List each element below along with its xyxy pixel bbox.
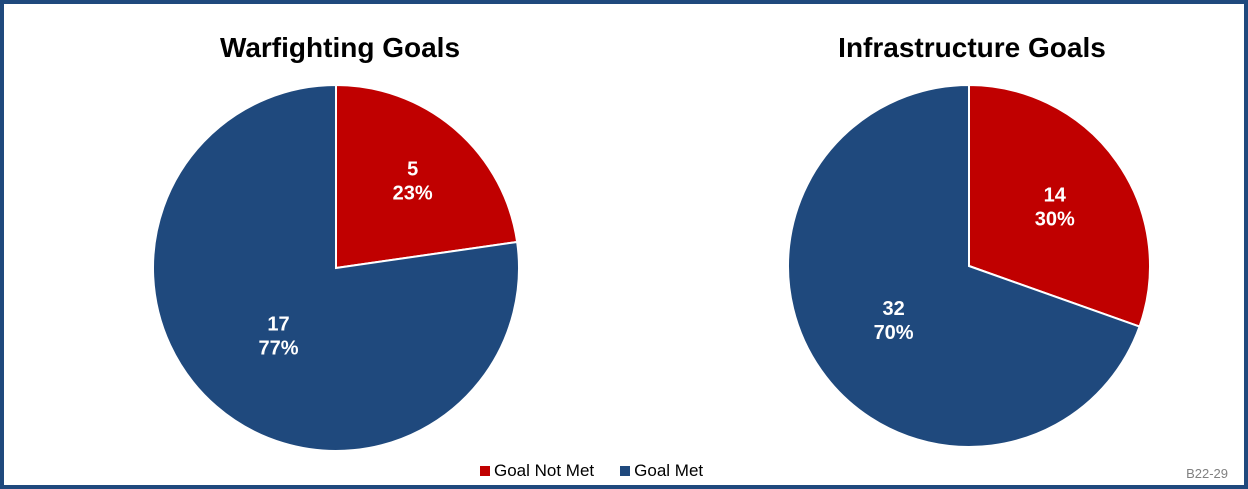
- slice-percent-label-goal-not-met: 30%: [1035, 208, 1075, 230]
- slide-code: B22-29: [1186, 466, 1228, 481]
- pie-slice-goal-met: [152, 83, 520, 452]
- legend-label-goal-met: Goal Met: [634, 461, 704, 480]
- slice-percent-label-goal-not-met: 23%: [393, 182, 433, 204]
- slice-value-label-goal-met: 17: [267, 313, 289, 335]
- legend-item-goal-met: Goal Met: [620, 461, 703, 481]
- legend: Goal Not Met Goal Met: [480, 461, 703, 481]
- slice-value-label-goal-met: 32: [882, 298, 904, 320]
- legend-label-goal-not-met: Goal Not Met: [494, 461, 595, 480]
- warfighting-chart-title: Warfighting Goals: [219, 32, 461, 63]
- pie-slice-goal-not-met: [968, 83, 1151, 328]
- infrastructure-chart-title: Infrastructure Goals: [838, 32, 1106, 63]
- legend-item-goal-not-met: Goal Not Met: [480, 461, 594, 481]
- goal-met-swatch: [620, 466, 631, 476]
- slice-percent-label-goal-met: 70%: [874, 322, 914, 344]
- pie-slice-goal-met: [787, 83, 1141, 448]
- pie-slice-goal-not-met: [335, 83, 519, 270]
- goal-not-met-swatch: [480, 466, 490, 476]
- slice-value-label-goal-not-met: 14: [1044, 184, 1067, 206]
- slice-percent-label-goal-met: 77%: [258, 337, 298, 359]
- slice-value-label-goal-not-met: 5: [407, 158, 418, 180]
